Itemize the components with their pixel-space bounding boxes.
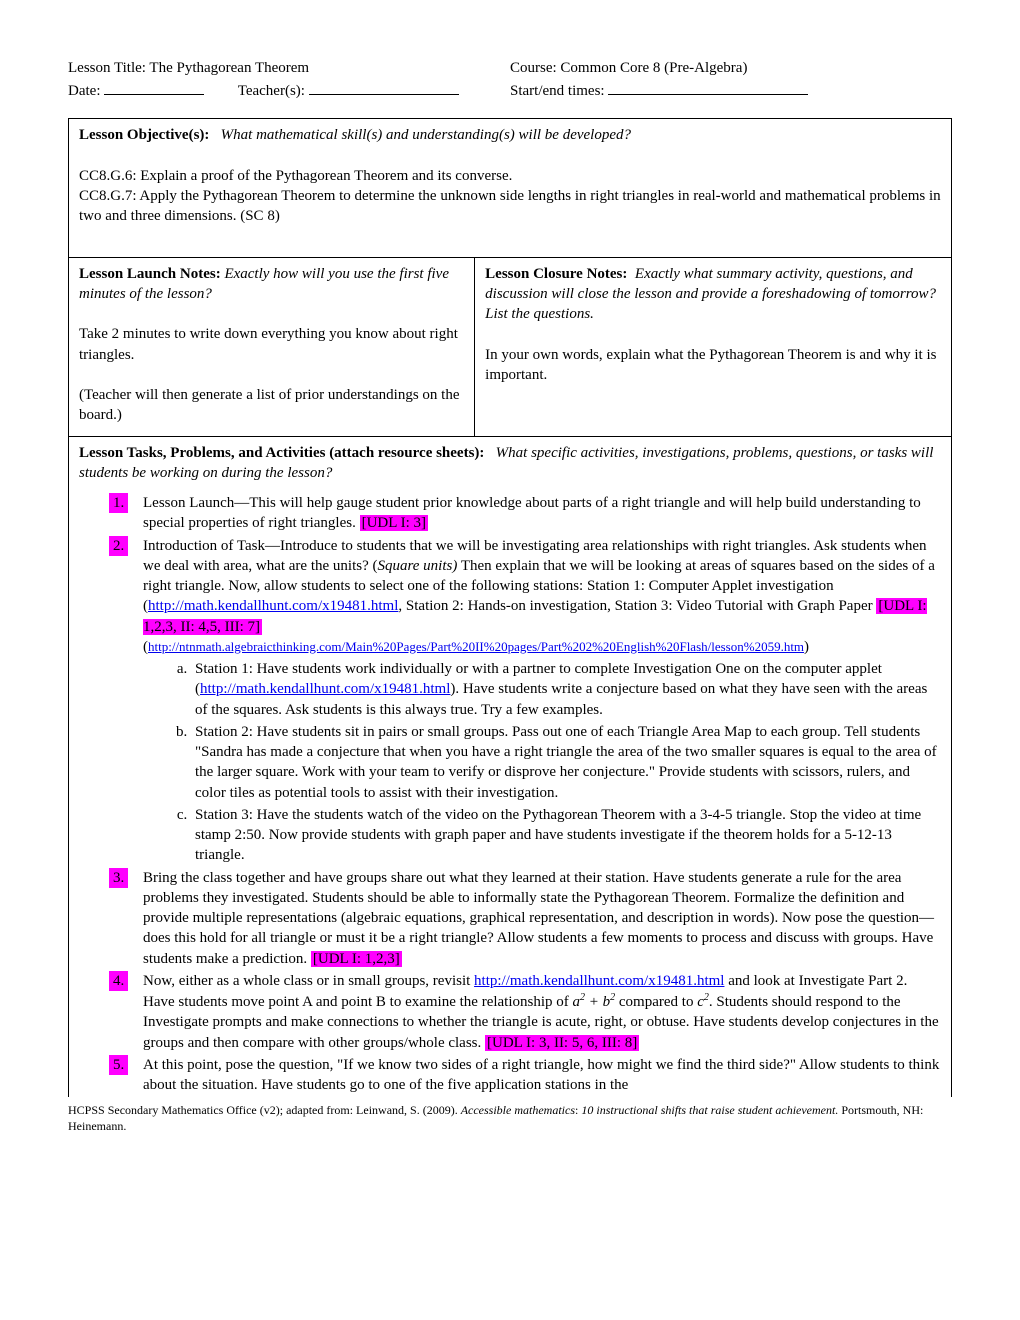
times-blank — [608, 79, 808, 95]
launch-body2: (Teacher will then generate a list of pr… — [79, 387, 460, 423]
footer-b: Accessible mathematics — [461, 1103, 575, 1117]
objective-cell: Lesson Objective(s): What mathematical s… — [69, 119, 952, 258]
teacher-blank — [309, 79, 459, 95]
task-item-3: 3. Bring the class together and have gro… — [115, 868, 941, 969]
task-2c: Station 3: Have the students watch of th… — [191, 805, 941, 866]
task-item-2: 2. Introduction of Task—Introduce to stu… — [115, 536, 941, 866]
task-2b: Station 2: Have students sit in pairs or… — [191, 722, 941, 803]
launch-cell: Lesson Launch Notes: Exactly how will yo… — [69, 257, 475, 436]
task-4-c: c — [697, 994, 704, 1010]
date-blank — [104, 79, 204, 95]
times: Start/end times: — [510, 79, 952, 100]
objective-line1: CC8.G.6: Explain a proof of the Pythagor… — [79, 168, 512, 184]
task-5-text: At this point, pose the question, "If we… — [143, 1057, 939, 1093]
task-2-link2[interactable]: http://ntnmath.algebraicthinking.com/Mai… — [148, 639, 804, 654]
task-3-text: Bring the class together and have groups… — [143, 870, 934, 967]
task-2-text-b: Square units) — [377, 558, 457, 574]
tasks-list: 1. Lesson Launch—This will help gauge st… — [79, 493, 941, 1095]
task-4-num: 4. — [109, 971, 128, 991]
task-2-text-d: , Station 2: Hands-on investigation, Sta… — [398, 598, 876, 614]
times-label: Start/end times: — [510, 83, 605, 99]
task-2a-link[interactable]: http://math.kendallhunt.com/x19481.html — [200, 681, 450, 697]
task-4-text-c: compared to — [615, 994, 697, 1010]
teacher-label: Teacher(s): — [238, 83, 305, 99]
header-row-2: Date: Teacher(s): Start/end times: — [68, 79, 952, 100]
objective-prompt: What mathematical skill(s) and understan… — [221, 127, 631, 143]
task-4-text-a: Now, either as a whole class or in small… — [143, 973, 474, 989]
footer-d: 10 instructional shifts that raise stude… — [581, 1103, 838, 1117]
task-item-1: 1. Lesson Launch—This will help gauge st… — [115, 493, 941, 534]
task-1-text: Lesson Launch—This will help gauge stude… — [143, 495, 921, 531]
footer: HCPSS Secondary Mathematics Office (v2);… — [68, 1103, 952, 1134]
task-2-num: 2. — [109, 536, 128, 556]
course-label: Course: Common Core 8 (Pre-Algebra) — [510, 60, 952, 77]
closure-cell: Lesson Closure Notes: Exactly what summa… — [475, 257, 952, 436]
task-item-5: 5. At this point, pose the question, "If… — [115, 1055, 941, 1096]
launch-heading: Lesson Launch Notes: — [79, 266, 221, 282]
task-3-udl: [UDL I: 1,2,3] — [311, 951, 402, 967]
tasks-heading: Lesson Tasks, Problems, and Activities (… — [79, 445, 484, 461]
launch-body1: Take 2 minutes to write down everything … — [79, 326, 458, 362]
lesson-table: Lesson Objective(s): What mathematical s… — [68, 118, 952, 1097]
objective-line2: CC8.G.7: Apply the Pythagorean Theorem t… — [79, 188, 941, 224]
tasks-cell: Lesson Tasks, Problems, and Activities (… — [69, 436, 952, 1097]
task-5-num: 5. — [109, 1055, 128, 1075]
closure-body1: In your own words, explain what the Pyth… — [485, 347, 936, 383]
task-3-num: 3. — [109, 868, 128, 888]
objective-heading: Lesson Objective(s): — [79, 127, 209, 143]
lesson-title: Lesson Title: The Pythagorean Theorem — [68, 60, 510, 77]
closure-heading: Lesson Closure Notes: — [485, 266, 627, 282]
task-2a: Station 1: Have students work individual… — [191, 659, 941, 720]
task-4-b: + b — [585, 994, 610, 1010]
task-2-link1[interactable]: http://math.kendallhunt.com/x19481.html — [148, 598, 398, 614]
task-item-4: 4. Now, either as a whole class or in sm… — [115, 971, 941, 1053]
task-1-udl: [UDL I: 3] — [360, 515, 428, 531]
footer-a: HCPSS Secondary Mathematics Office (v2);… — [68, 1103, 461, 1117]
task-1-num: 1. — [109, 493, 128, 513]
task-2-sub: Station 1: Have students work individual… — [171, 659, 941, 866]
date-teacher: Date: Teacher(s): — [68, 79, 510, 100]
task-4-udl: [UDL I: 3, II: 5, 6, III: 8] — [485, 1035, 639, 1051]
header-row-1: Lesson Title: The Pythagorean Theorem Co… — [68, 60, 952, 77]
task-4-a: a — [573, 994, 581, 1010]
date-label: Date: — [68, 83, 100, 99]
task-4-link[interactable]: http://math.kendallhunt.com/x19481.html — [474, 973, 724, 989]
